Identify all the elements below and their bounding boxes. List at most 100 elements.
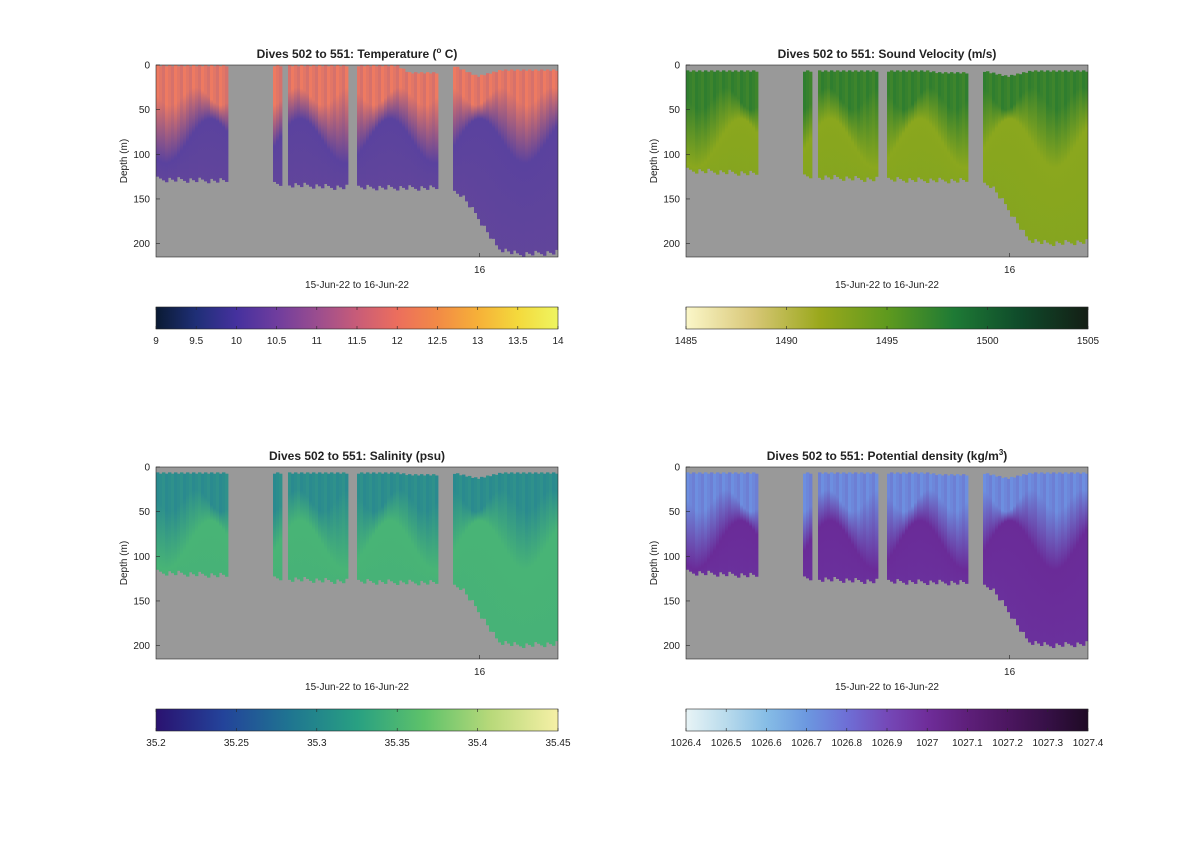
data-column: [306, 65, 310, 185]
data-column: [707, 71, 711, 169]
data-column: [201, 66, 205, 180]
data-column: [803, 473, 807, 577]
colorbar-tick-label: 11: [312, 336, 323, 347]
data-column: [686, 472, 690, 570]
data-column: [168, 472, 172, 572]
data-column: [836, 472, 840, 579]
data-column: [749, 71, 753, 171]
data-column: [896, 70, 900, 178]
data-column: [498, 472, 502, 643]
colorbar-tick-label: 1490: [775, 336, 798, 347]
data-column: [534, 472, 538, 643]
data-column: [375, 473, 379, 585]
colorbar-tick-label: 9: [153, 336, 159, 347]
x-axis-label: 15-Jun-22 to 16-Jun-22: [835, 280, 939, 291]
data-column: [1067, 473, 1071, 644]
data-column: [1022, 72, 1026, 230]
data-column: [288, 472, 292, 580]
data-column: [959, 475, 963, 581]
data-column: [1028, 70, 1032, 241]
data-column: [537, 70, 541, 253]
data-column: [159, 66, 163, 179]
data-column: [486, 475, 490, 626]
data-column: [989, 73, 993, 188]
data-column: [995, 74, 999, 193]
data-column: [339, 66, 343, 188]
data-column: [806, 472, 810, 579]
colorbar-tick-label: 12: [392, 336, 404, 347]
data-column: [459, 69, 463, 197]
data-column: [225, 66, 229, 182]
data-column: [162, 472, 166, 574]
data-column: [719, 71, 723, 171]
data-column: [872, 472, 876, 584]
data-column: [905, 473, 909, 585]
data-column: [222, 472, 226, 575]
data-column: [821, 71, 825, 180]
data-column: [423, 73, 427, 189]
data-column: [327, 66, 331, 186]
data-column: [483, 477, 487, 619]
data-column: [477, 478, 481, 613]
data-column: [863, 71, 867, 182]
data-column: [480, 476, 484, 619]
data-column: [938, 72, 942, 178]
data-column: [1031, 71, 1035, 243]
data-column: [531, 473, 535, 647]
data-column: [875, 473, 879, 579]
data-column: [171, 473, 175, 574]
data-column: [525, 70, 529, 253]
data-column: [1034, 472, 1038, 642]
data-column: [1052, 70, 1056, 247]
data-column: [402, 68, 406, 188]
data-column: [405, 71, 409, 190]
data-column: [453, 66, 457, 191]
data-column: [300, 65, 304, 188]
y-tick-label: 200: [663, 239, 680, 250]
data-column: [833, 71, 837, 176]
panel-title: Dives 502 to 551: Salinity (psu): [269, 449, 445, 463]
data-column: [1085, 71, 1088, 240]
data-column: [390, 472, 394, 582]
colorbar-tick-label: 1026.8: [832, 738, 863, 749]
data-column: [1064, 472, 1068, 643]
data-column: [731, 71, 735, 172]
data-column: [204, 472, 208, 576]
data-column: [435, 73, 439, 190]
data-column: [887, 473, 891, 580]
data-column: [695, 473, 699, 576]
x-tick-label: 16: [1004, 265, 1016, 276]
data-column: [845, 71, 849, 177]
data-column: [513, 473, 517, 643]
data-column: [1058, 70, 1062, 244]
data-column: [492, 474, 496, 632]
data-column: [543, 70, 547, 256]
data-column: [195, 473, 199, 577]
data-column: [171, 66, 175, 180]
colorbar: 9 9.5 10 10.5 11 11.5 12 12.5 13 13.5 14: [153, 306, 564, 347]
data-column: [501, 70, 505, 253]
data-column: [1001, 75, 1005, 199]
data-column: [707, 473, 711, 571]
data-column: [456, 473, 460, 588]
data-column: [321, 66, 325, 189]
data-column: [722, 70, 726, 173]
data-column: [1016, 73, 1020, 224]
data-column: [405, 475, 409, 585]
data-column: [540, 69, 544, 255]
data-column: [537, 473, 541, 644]
data-column: [1079, 71, 1083, 243]
data-column: [902, 70, 906, 181]
data-column: [965, 475, 969, 584]
heatmap-columns: [686, 472, 1088, 649]
data-column: [417, 73, 421, 191]
data-column: [291, 66, 295, 188]
data-column: [486, 73, 490, 233]
data-column: [501, 473, 505, 645]
data-column: [513, 70, 517, 251]
colorbar-tick-label: 35.4: [468, 738, 488, 749]
y-tick-label: 50: [139, 105, 151, 116]
data-column: [384, 472, 388, 584]
colorbar-tick-label: 1026.9: [872, 738, 903, 749]
